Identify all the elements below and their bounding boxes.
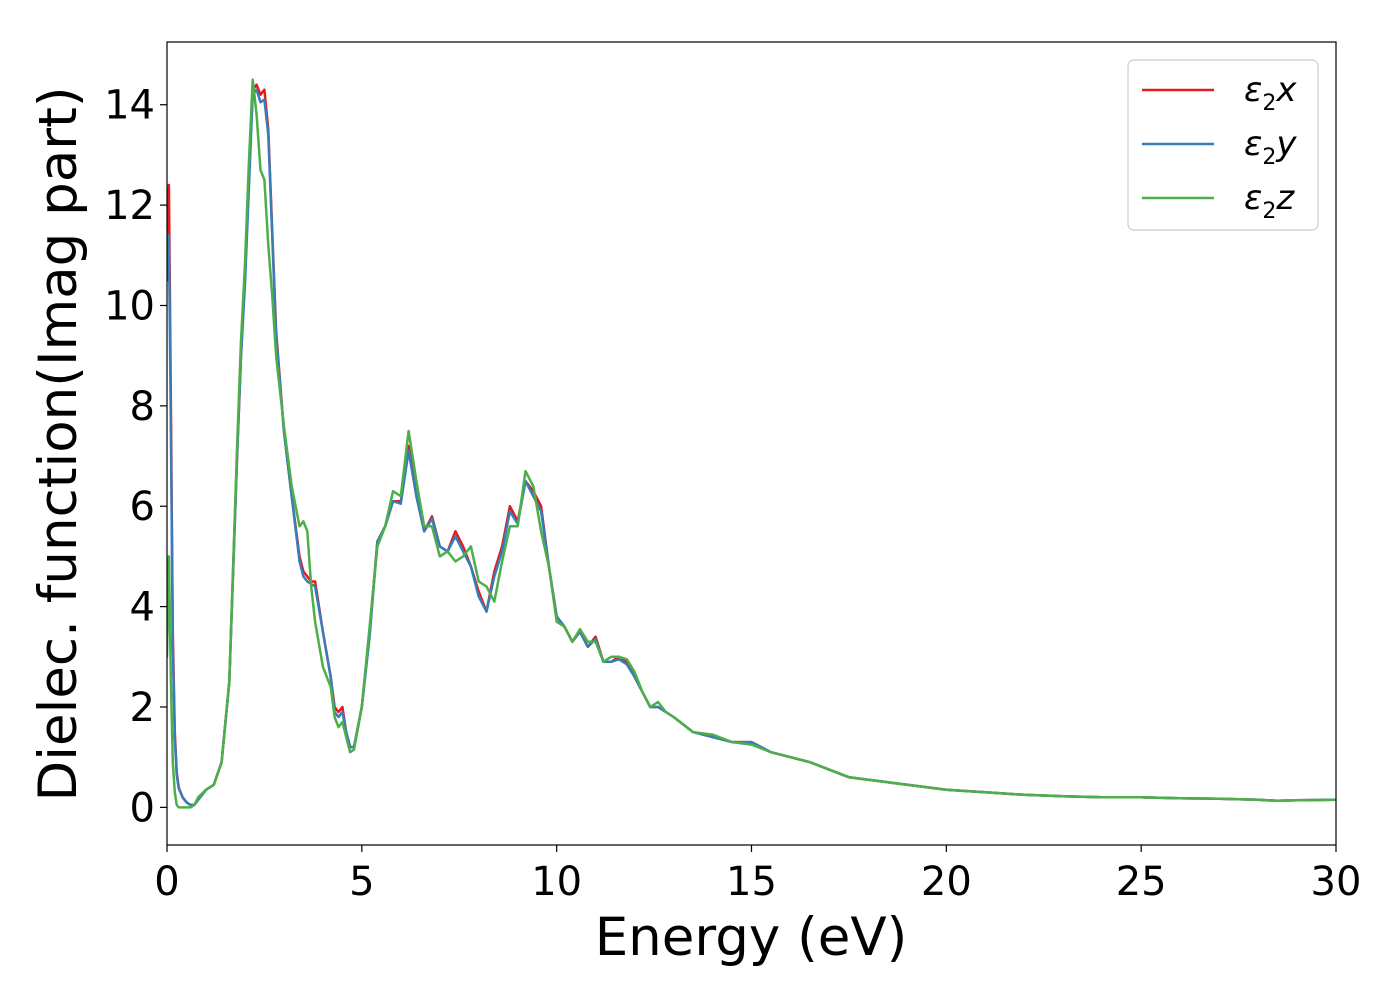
legend-label-x: ε2x (1244, 70, 1297, 116)
series-line-z (167, 78, 1336, 809)
y-tick-label: 10 (104, 283, 155, 329)
x-tick-label: 10 (531, 859, 582, 905)
x-tick-label: 25 (1116, 859, 1167, 905)
y-tick-label: 12 (104, 183, 155, 229)
y-tick-label: 4 (130, 585, 155, 631)
y-tick-label: 14 (104, 83, 155, 129)
y-axis-label: Dielec. function(Imag part) (28, 86, 89, 801)
legend: ε2x ε2y ε2z (1127, 59, 1319, 231)
x-tick-label: 30 (1311, 859, 1362, 905)
x-tick-label: 5 (349, 859, 374, 905)
x-tick-label: 15 (726, 859, 777, 905)
y-tick-label: 0 (130, 785, 155, 831)
y-tick-label: 8 (130, 384, 155, 430)
x-tick-label: 0 (154, 859, 179, 905)
x-axis: 0 5 10 15 20 25 30 (154, 845, 1361, 905)
x-axis-label: Energy (eV) (595, 907, 908, 968)
y-axis: 0 2 4 6 8 10 12 14 (104, 83, 167, 831)
legend-label-y: ε2y (1244, 124, 1297, 170)
y-tick-label: 6 (130, 484, 155, 530)
legend-frame (1127, 59, 1319, 231)
x-tick-label: 20 (921, 859, 972, 905)
legend-label-z: ε2z (1244, 178, 1295, 224)
y-tick-label: 2 (130, 685, 155, 731)
series-layer (167, 78, 1336, 809)
